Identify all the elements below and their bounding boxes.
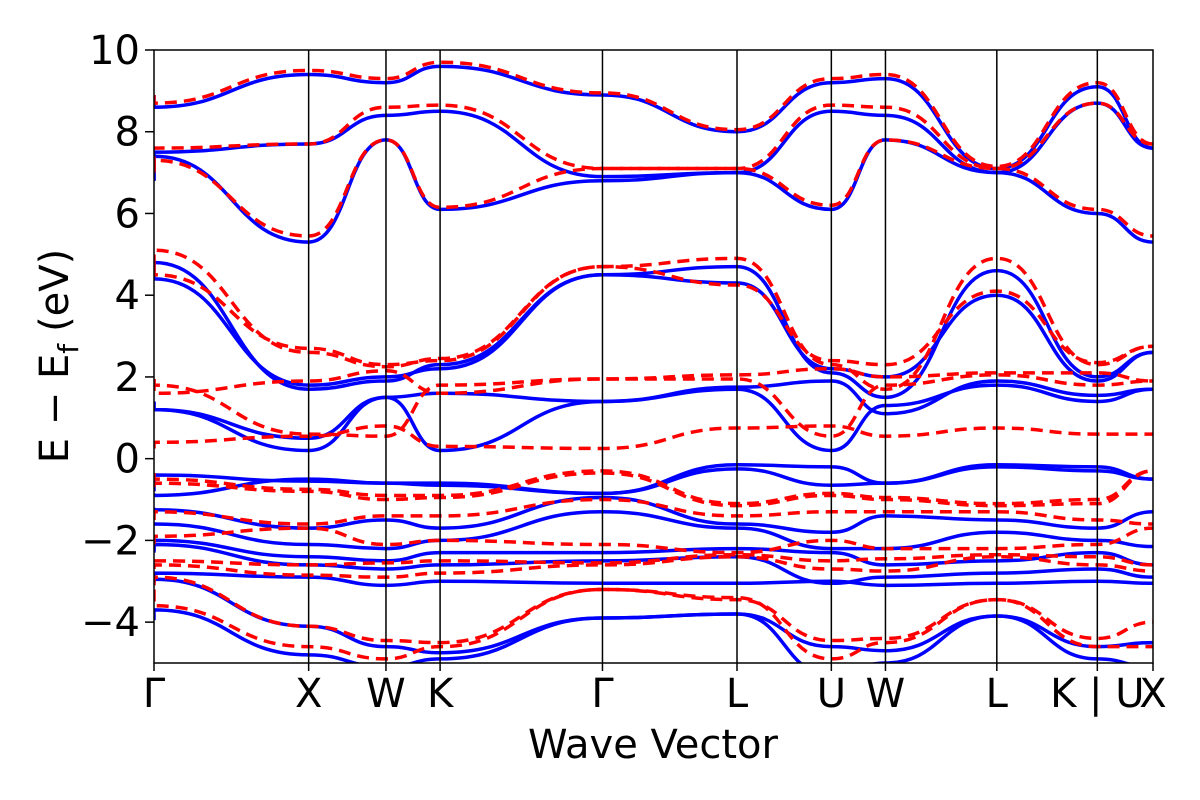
y-tick-label: 10 bbox=[89, 28, 140, 74]
band-line bbox=[154, 64, 1153, 171]
x-tick-label: K | U bbox=[1050, 671, 1144, 717]
x-tick-label: Γ bbox=[591, 671, 614, 717]
band-line bbox=[154, 138, 1153, 238]
band-line bbox=[154, 469, 1153, 506]
band-line bbox=[154, 264, 1153, 400]
x-tick-label: W bbox=[366, 671, 406, 717]
band-line bbox=[154, 497, 1153, 526]
band-line bbox=[154, 256, 1153, 391]
band-line bbox=[154, 260, 1153, 391]
y-axis-label: E − Ef(eV) bbox=[32, 249, 85, 464]
band-line bbox=[154, 138, 1153, 244]
band-line bbox=[154, 608, 1132, 663]
x-tick-label: X bbox=[1139, 671, 1166, 717]
k-point-dividers bbox=[307, 50, 1099, 663]
y-tick-label: 6 bbox=[115, 191, 140, 237]
band-line bbox=[154, 510, 1153, 551]
y-axis: −4 −2 0 2 4 6 8 10 bbox=[81, 28, 154, 646]
y-tick-label: 8 bbox=[115, 110, 140, 156]
band-line bbox=[154, 538, 1153, 567]
x-axis-label: Wave Vector bbox=[528, 722, 779, 768]
band-line bbox=[154, 469, 1153, 508]
y-tick-label: 2 bbox=[115, 355, 140, 401]
y-tick-label: −4 bbox=[81, 600, 140, 646]
band-line bbox=[154, 552, 1153, 567]
x-tick-label: X bbox=[295, 671, 322, 717]
plot-frame bbox=[153, 49, 1154, 664]
band-line bbox=[154, 101, 1153, 171]
x-tick-label: W bbox=[866, 671, 906, 717]
band-line bbox=[154, 424, 1153, 451]
band-line bbox=[154, 60, 1153, 169]
x-tick-label: L bbox=[726, 671, 749, 717]
band-line bbox=[154, 248, 1153, 369]
band-line bbox=[154, 526, 1153, 555]
band-line bbox=[154, 373, 1153, 438]
band-line bbox=[154, 383, 1153, 453]
x-tick-label: U bbox=[817, 671, 846, 717]
band-lines bbox=[154, 60, 1153, 663]
y-tick-label: 0 bbox=[115, 437, 140, 483]
band-line bbox=[154, 554, 1153, 579]
band-line bbox=[154, 575, 1153, 645]
y-tick-label: −2 bbox=[81, 518, 140, 564]
y-tick-label: 4 bbox=[115, 273, 140, 319]
x-tick-label: Γ bbox=[143, 671, 166, 717]
x-tick-label: K bbox=[427, 671, 455, 717]
x-tick-label: L bbox=[986, 671, 1009, 717]
